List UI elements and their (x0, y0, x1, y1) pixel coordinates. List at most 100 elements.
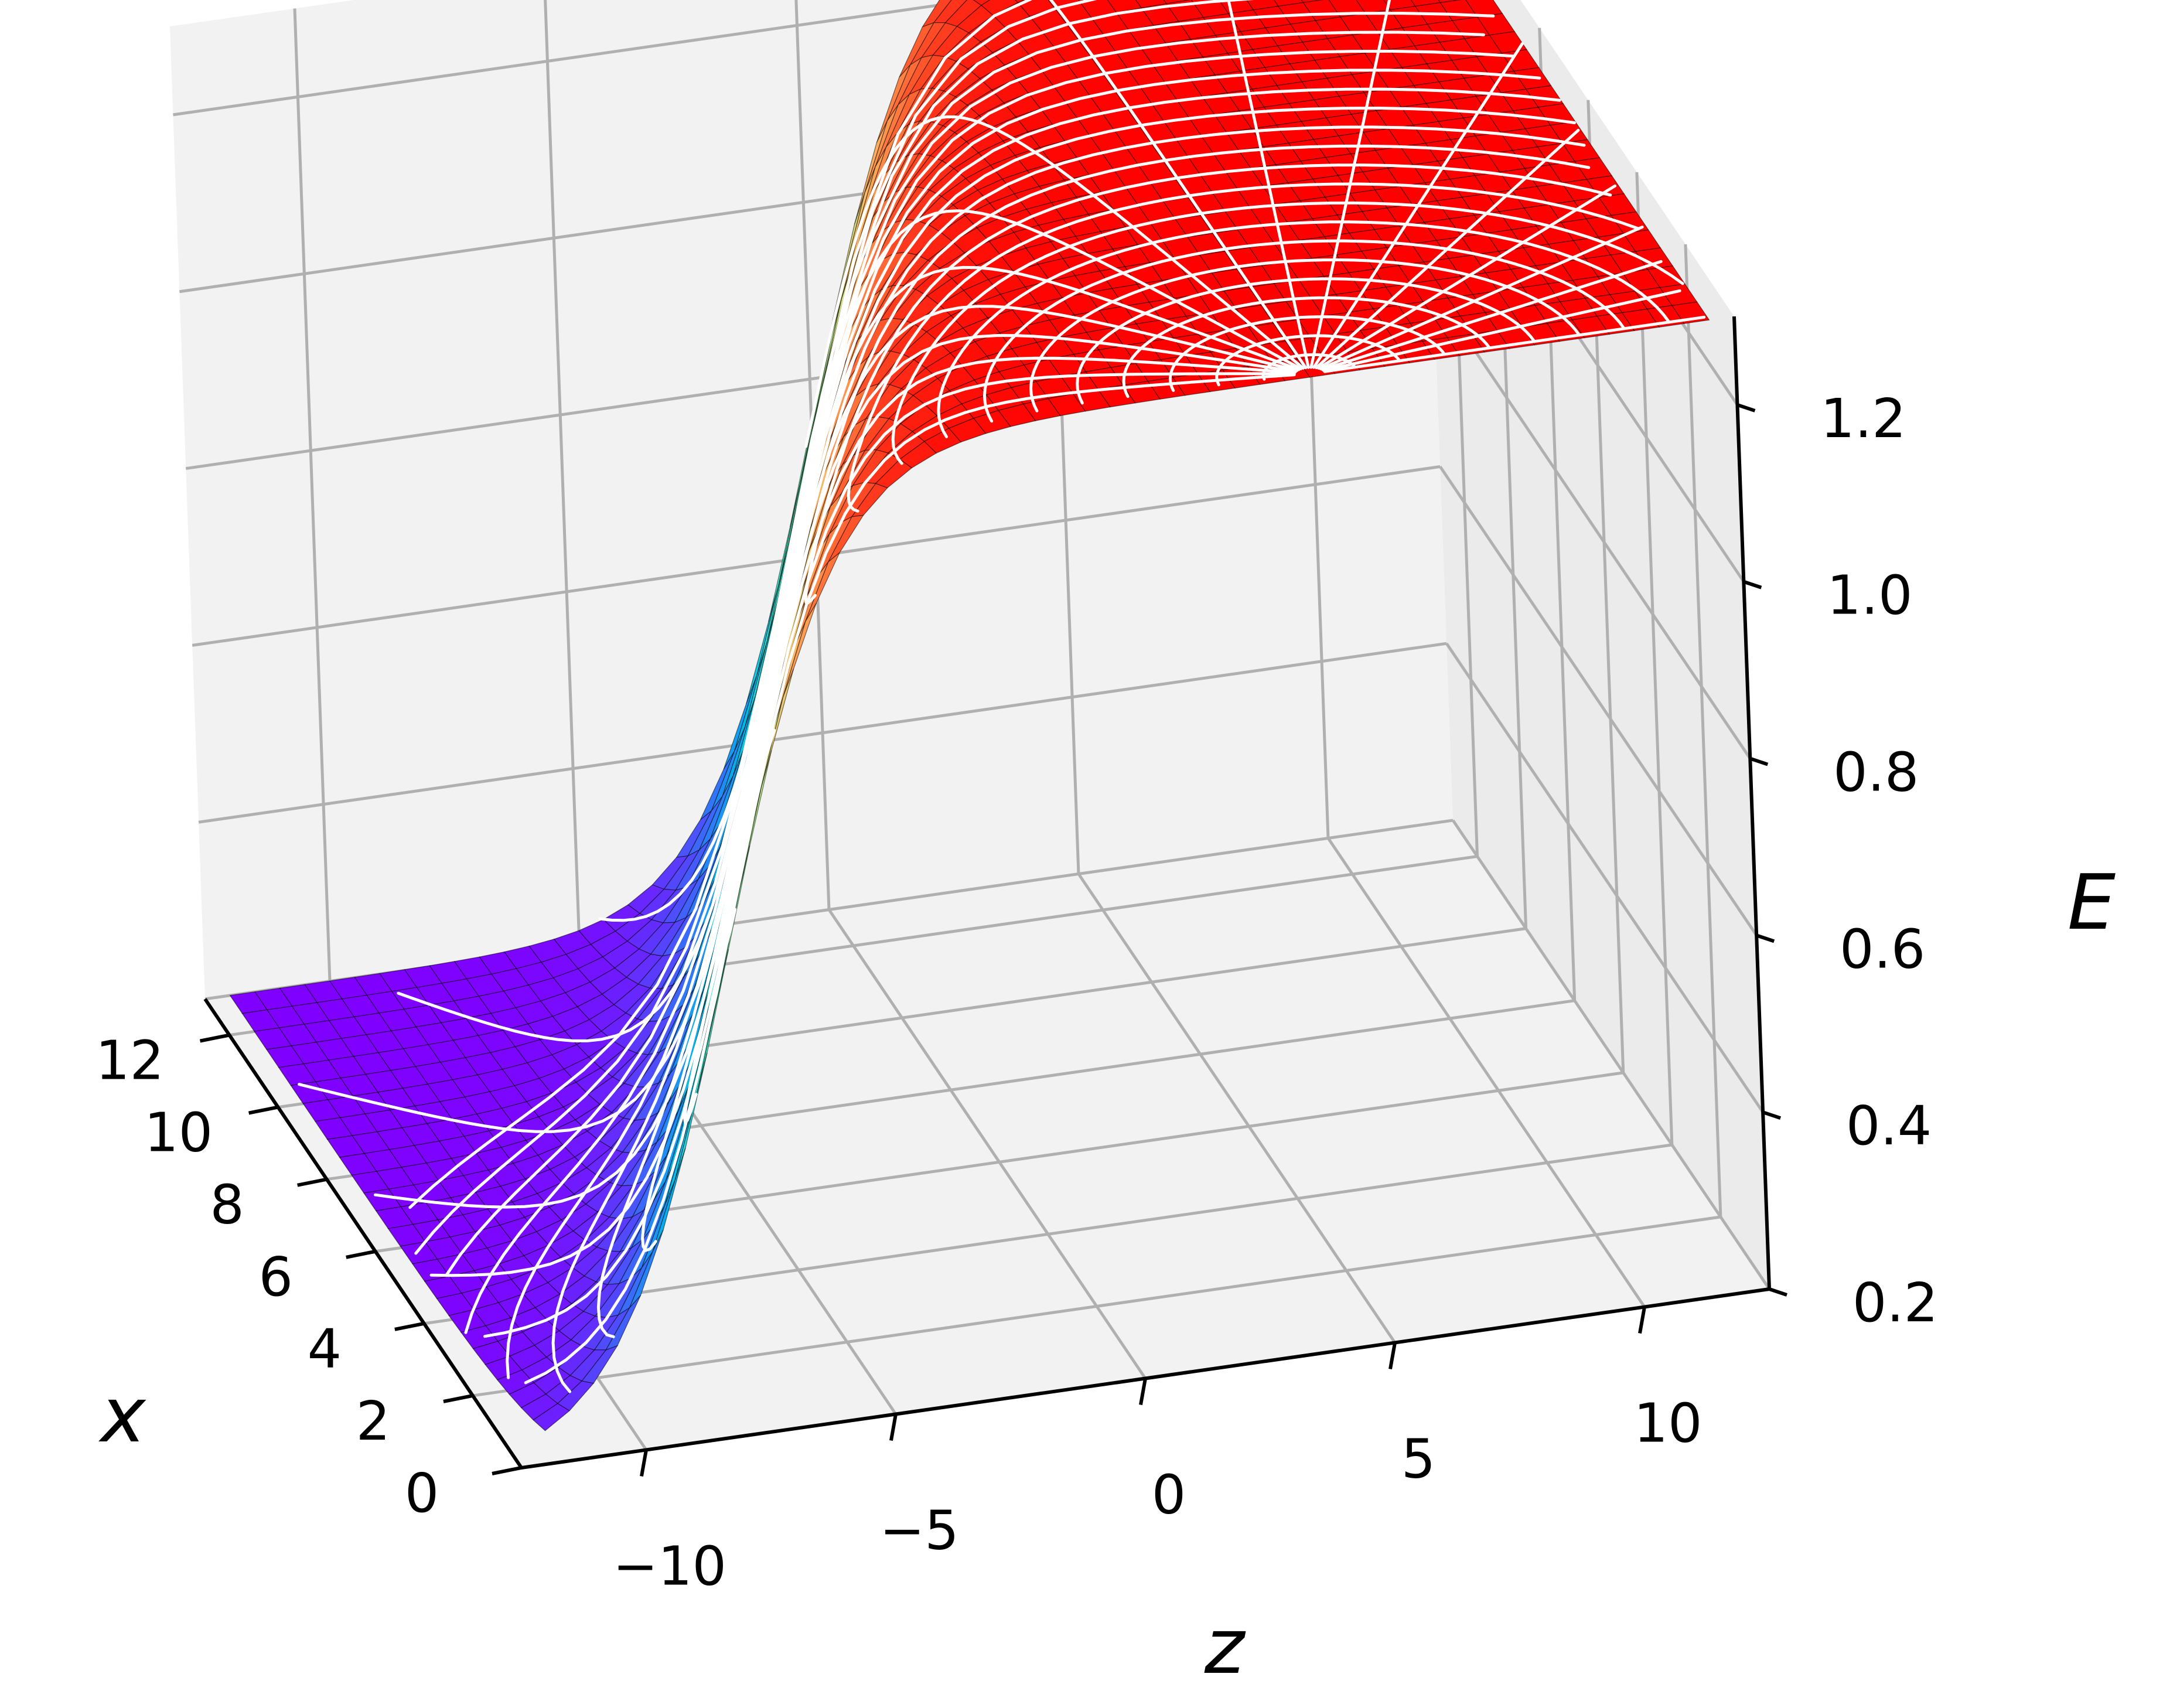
z-tick-label: −10 (613, 1535, 726, 1598)
z-axis-title: z (1204, 1602, 1246, 1691)
overlay-ray (1321, 260, 1663, 371)
overlay-circle (1067, 0, 1254, 25)
grid-line-z-floor (1077, 873, 1397, 1344)
overlay-circle (1122, 301, 1263, 398)
e-tick (1769, 1287, 1787, 1297)
e-tick-label: 0.4 (1846, 1095, 1932, 1157)
surface-overlay-lines (298, 0, 1706, 1393)
x-tick (248, 1105, 279, 1115)
overlay-ray (397, 265, 1301, 1042)
overlay-circle (1079, 12, 1495, 42)
x-axis-title: x (98, 1371, 147, 1460)
overlay-ray (598, 209, 1302, 922)
e-tick (1743, 579, 1762, 589)
surface-cell (581, 1345, 619, 1384)
overlay-ray (374, 334, 1298, 1209)
overlay-circle (1260, 296, 1491, 350)
overlay-circle (1115, 69, 1541, 93)
overlay-ray (1049, 0, 1308, 370)
overlay-circle (891, 212, 1203, 465)
z-tick (1388, 1342, 1397, 1370)
z-tick-label: 10 (1633, 1392, 1702, 1455)
overlay-ray (1315, 128, 1580, 370)
overlay-circle (1224, 239, 1626, 330)
overlay-circle (1200, 201, 1684, 285)
x-tick-label: 6 (258, 1246, 293, 1308)
overlay-ray (1317, 184, 1617, 370)
overlay-circle (1284, 334, 1401, 363)
overlay-circle (1151, 125, 1586, 147)
overlay-circle (982, 247, 1227, 423)
surface-cell (973, 0, 991, 6)
overlay-circle (1236, 258, 1581, 337)
overlay-circle (414, 6, 1059, 1255)
x-tick (394, 1321, 425, 1331)
overlay-circle (596, 89, 1119, 1338)
overlay-circle (1168, 318, 1275, 392)
overlay-circle (1175, 163, 1612, 197)
overlay-circle (1140, 106, 1576, 127)
z-tick (640, 1449, 648, 1477)
z-tick-label: 5 (1401, 1428, 1436, 1491)
overlay-circle (408, 0, 1033, 1209)
grid-line-e-side (1451, 819, 1771, 1290)
z-tick (1139, 1378, 1147, 1406)
x-tick-label: 0 (405, 1462, 439, 1525)
x-tick-label: 4 (308, 1318, 342, 1380)
e-tick (1736, 403, 1756, 412)
overlay-ray (298, 305, 1299, 1133)
z-tick (889, 1413, 898, 1441)
grid-line-x-side (1635, 172, 1674, 1145)
z-tick-label: 0 (1152, 1464, 1186, 1526)
e-tick (1756, 933, 1775, 943)
overlay-circle (1215, 336, 1287, 387)
e-axis-title: E (2068, 858, 2116, 947)
grid-line-x-side (1684, 244, 1722, 1218)
x-tick-label: 10 (144, 1102, 213, 1164)
overlay-ray (1312, 42, 1524, 369)
grid-line-e-side (1439, 465, 1758, 936)
overlay-circle (1076, 283, 1251, 405)
overlay-ray (804, 115, 1305, 448)
grid-line-e-back (198, 642, 1447, 824)
e-tick-label: 0.8 (1833, 741, 1919, 804)
overlay-circle (464, 38, 1083, 1334)
grid-line-e-back (173, 0, 985, 117)
z-tick-label: −5 (879, 1499, 959, 1562)
overlay-circle (1029, 265, 1239, 412)
e-tick (1762, 1110, 1782, 1120)
overlay-circle (1272, 315, 1446, 356)
overlay-ray (1309, 0, 1391, 369)
overlay-circle (1091, 30, 1485, 59)
x-tick (199, 1033, 230, 1043)
overlay-circle (1248, 277, 1536, 343)
x-tick-label: 8 (210, 1174, 244, 1236)
e-tick-label: 0.2 (1852, 1271, 1938, 1334)
overlay-ray (429, 356, 1297, 1277)
grid-line-e-side (1432, 289, 1752, 759)
grid-line-e-side (1445, 642, 1765, 1113)
z-tick (1638, 1306, 1646, 1334)
overlay-ray (1227, 0, 1310, 369)
e-tick-label: 1.2 (1820, 387, 1906, 450)
e-tick-label: 1.0 (1827, 564, 1912, 627)
e-axis-line (1732, 316, 1771, 1290)
overlay-ray (524, 373, 1296, 1385)
e-tick-label: 0.6 (1840, 918, 1925, 980)
overlay-ray (1319, 226, 1644, 370)
overlay-circle (1212, 220, 1671, 324)
overlay-circle (1164, 144, 1591, 169)
x-tick (346, 1249, 376, 1259)
overlay-circle (847, 194, 1191, 513)
x-tick (297, 1177, 327, 1187)
grid-line-z-floor (1326, 837, 1646, 1308)
x-tick (492, 1466, 522, 1475)
overlay-ray (1322, 289, 1681, 372)
x-axis-line (203, 998, 523, 1469)
overlay-ray (1323, 315, 1706, 373)
axes (199, 316, 1787, 1477)
x-tick-label: 2 (356, 1390, 391, 1453)
x-tick (443, 1393, 473, 1403)
overlay-circle (1296, 353, 1356, 369)
